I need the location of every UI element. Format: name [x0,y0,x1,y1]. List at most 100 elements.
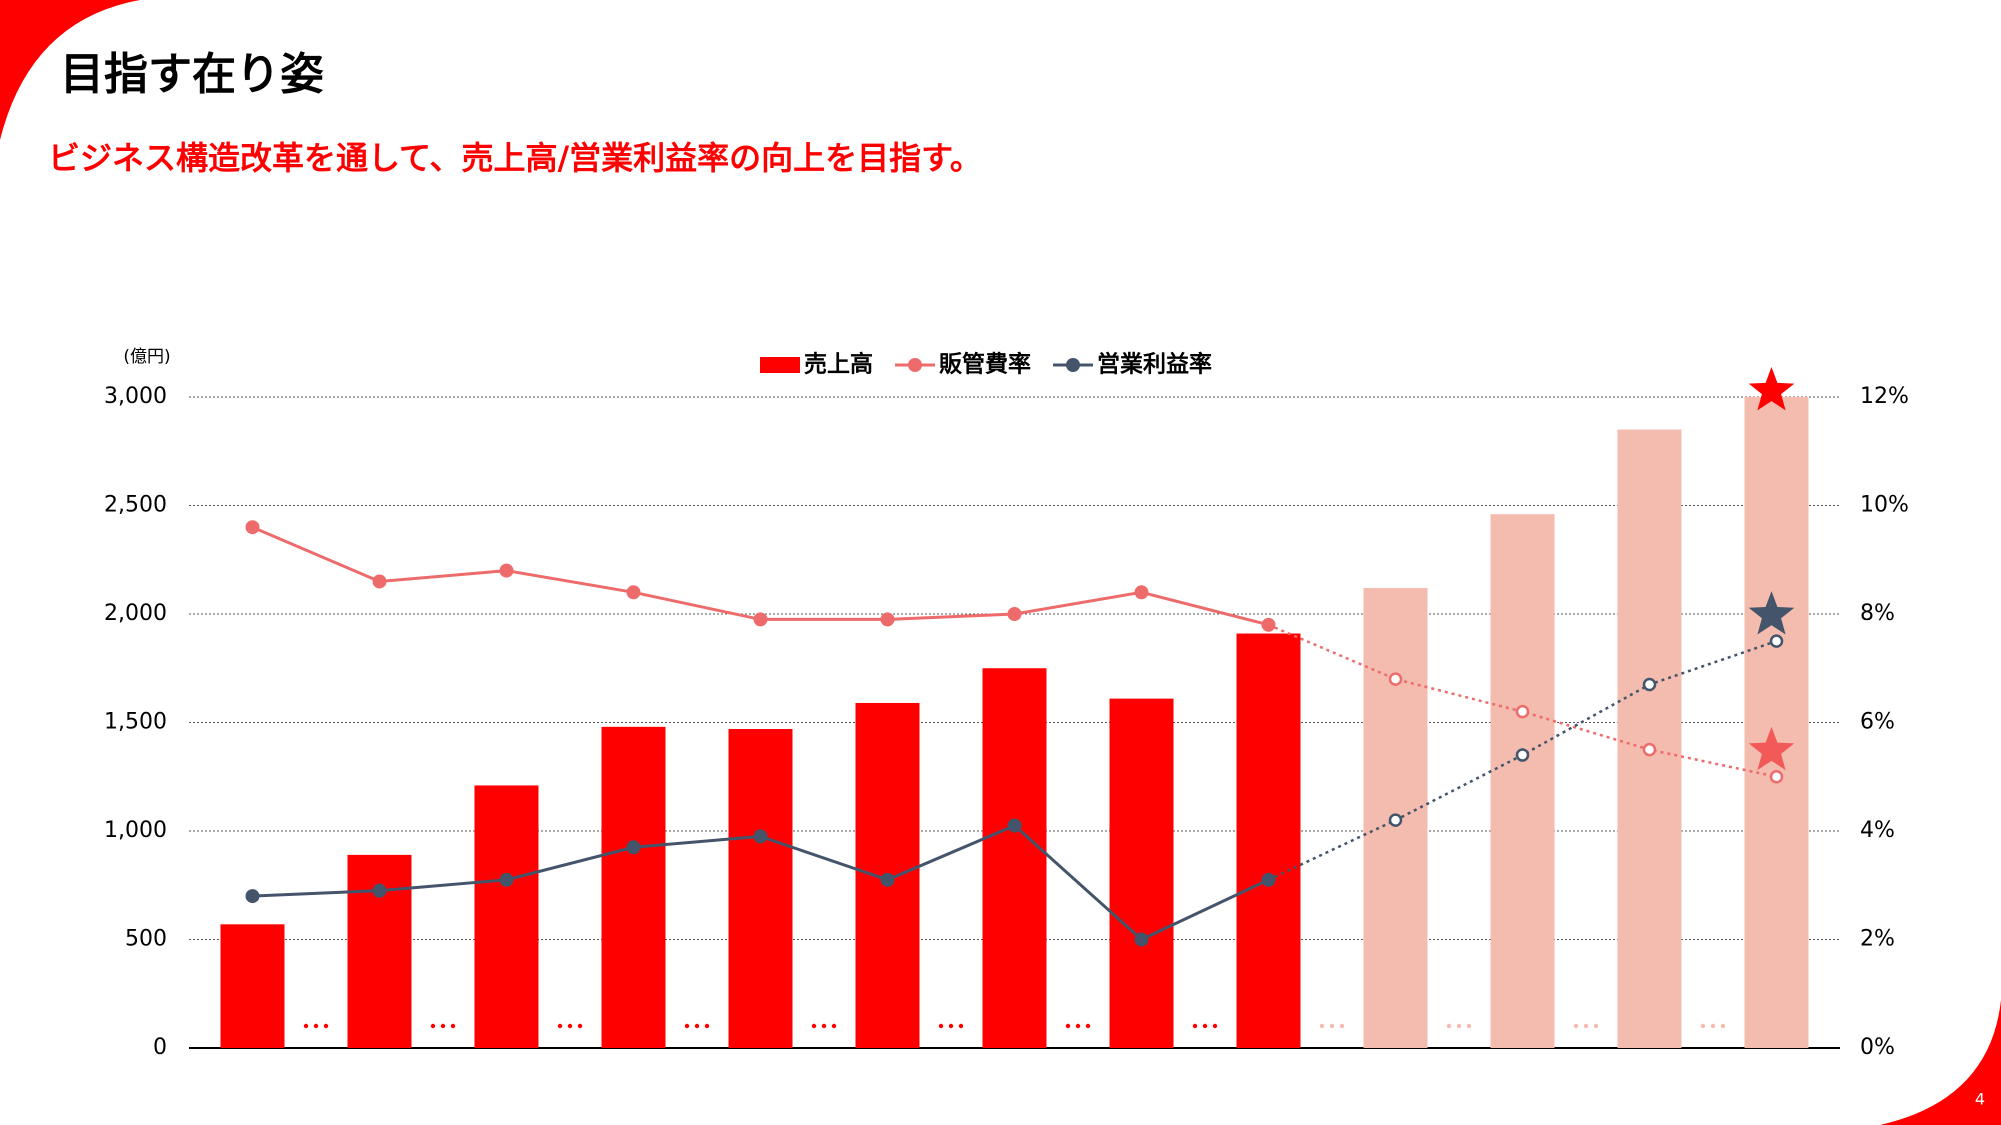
corner-decoration [0,0,140,140]
bar [1490,514,1555,1048]
ellipsis-dot [440,1023,446,1029]
ellipsis-dot [1583,1023,1589,1029]
ellipsis-dot [684,1023,690,1029]
line-series [1268,623,1777,778]
corner-decoration [1880,1000,2001,1125]
slide-title: 目指す在り姿 [60,49,324,100]
line-marker [1261,617,1276,632]
line-marker [1515,704,1530,719]
bar [728,729,793,1048]
y2-tick-label: 2% [1860,927,1895,952]
line-marker [880,872,895,887]
ellipsis-dot [831,1023,837,1029]
ellipsis-dot [1085,1023,1091,1029]
y-tick-label: 3,000 [104,384,167,409]
ellipsis-dot [313,1023,319,1029]
ellipsis-dot [1573,1023,1579,1029]
line-marker [1642,677,1657,692]
y2-tick-label: 10% [1860,493,1909,518]
y2-tick-label: 12% [1860,384,1909,409]
ellipsis-dot [694,1023,700,1029]
ellipsis-dot [1319,1023,1325,1029]
y-tick-label: 500 [125,927,167,952]
ellipsis-dot [323,1023,329,1029]
line-marker [245,520,260,535]
legend-swatch [1066,358,1080,372]
ellipsis-dot [557,1023,563,1029]
y-tick-label: 0 [153,1035,167,1060]
ellipsis-dot [1593,1023,1599,1029]
bar [1109,698,1174,1048]
bar [982,668,1047,1048]
ellipsis-dot [577,1023,583,1029]
line-marker [1515,748,1530,762]
line-marker [1134,932,1149,947]
y-tick-label: 2,000 [104,601,167,626]
ellipsis-dot [1466,1023,1472,1029]
ellipsis-dot [821,1023,827,1029]
ellipsis-dot [430,1023,436,1029]
line-series [1267,639,1777,881]
line-marker [245,889,260,904]
y2-tick-label: 6% [1860,710,1895,735]
legend-label: 販管費率 [939,351,1031,378]
bar [1617,429,1682,1048]
bar [474,785,539,1048]
ellipsis-dot [1456,1023,1462,1029]
line-marker [1007,607,1022,621]
line-marker [880,612,895,627]
target-star [1748,726,1795,771]
bar [601,726,666,1048]
ellipsis-dot [811,1023,817,1029]
ellipsis-dot [1192,1023,1198,1029]
ellipsis-dot [1710,1023,1716,1029]
legend-swatch [760,357,800,373]
line-series [251,525,1269,627]
y-unit-label: (億円) [123,347,170,367]
line-marker [1769,770,1784,784]
ellipsis-dot [938,1023,944,1029]
ellipsis-dot [450,1023,456,1029]
ellipsis-dot [1446,1023,1452,1029]
slide-subtitle: ビジネス構造改革を通して、売上高/営業利益率の向上を目指す。 [48,139,982,177]
page-number: 4 [1975,1090,1985,1109]
line-marker [753,829,768,844]
line-marker [626,585,641,600]
ellipsis-dot [704,1023,710,1029]
line-marker [499,563,514,578]
ellipsis-dot [303,1023,309,1029]
line-marker [499,872,514,887]
target-star [1748,367,1795,411]
line-marker [372,574,387,589]
ellipsis-dot [1329,1023,1335,1029]
ellipsis-dot [1212,1023,1218,1029]
ellipsis-dot [1720,1023,1726,1029]
y2-tick-label: 4% [1860,818,1895,843]
line-marker [626,840,641,855]
ellipsis-dot [1065,1023,1071,1029]
legend-label: 売上高 [804,351,873,378]
target-star [1748,591,1795,635]
line-marker [1261,872,1276,887]
y-tick-label: 1,000 [104,818,167,843]
line-marker [1134,585,1149,600]
ellipsis-dot [958,1023,964,1029]
y2-tick-label: 0% [1860,1035,1895,1060]
line-marker [1388,813,1403,827]
y-tick-label: 2,500 [104,493,167,518]
bar [1236,633,1301,1048]
bar [1744,397,1809,1048]
line-marker [1388,672,1403,686]
y2-tick-label: 8% [1860,601,1895,626]
ellipsis-dot [1202,1023,1208,1029]
ellipsis-dot [1700,1023,1706,1029]
line-marker [1007,818,1022,833]
ellipsis-dot [567,1023,573,1029]
line-marker [372,883,387,898]
legend-label: 営業利益率 [1097,351,1212,378]
ellipsis-dot [948,1023,954,1029]
bar [220,924,285,1048]
legend-swatch [908,358,922,372]
ellipsis-dot [1075,1023,1081,1029]
